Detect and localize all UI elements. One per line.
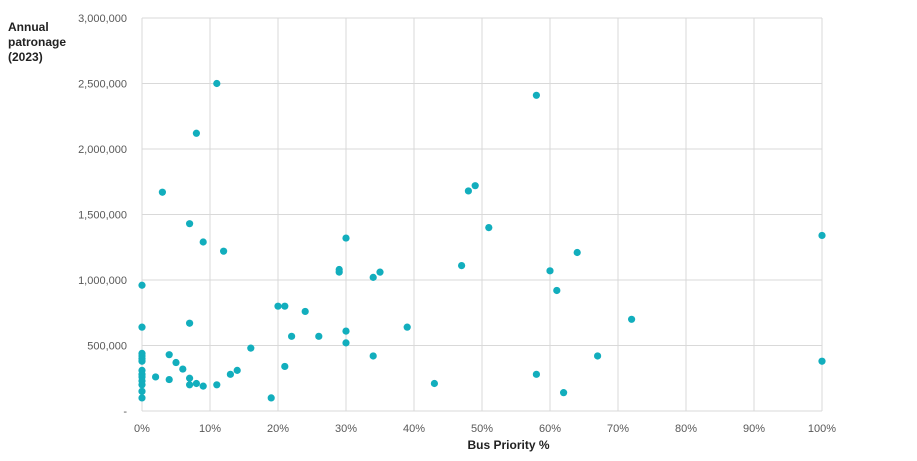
scatter-point: [226, 370, 234, 378]
scatter-point: [186, 381, 194, 389]
scatter-point: [158, 188, 166, 196]
y-tick-label: 2,000,000: [78, 144, 127, 156]
y-tick-label: 500,000: [87, 341, 127, 353]
scatter-point: [138, 281, 146, 289]
scatter-point: [369, 273, 377, 281]
x-tick-label: 20%: [267, 423, 289, 435]
x-tick-label: 60%: [539, 423, 561, 435]
scatter-point: [267, 394, 275, 402]
y-tick-label: -: [123, 406, 127, 418]
scatter-point: [179, 365, 187, 373]
scatter-point: [233, 366, 241, 374]
scatter-point: [560, 389, 568, 397]
scatter-point: [573, 248, 581, 257]
scatter-point: [281, 362, 289, 371]
scatter-point: [186, 220, 194, 228]
scatter-point: [553, 286, 561, 295]
scatter-point: [628, 315, 636, 323]
y-axis-title: Annual patronage (2023): [8, 20, 67, 64]
y-tick-label: 1,000,000: [78, 275, 127, 287]
scatter-point: [335, 268, 343, 276]
scatter-point: [213, 381, 221, 389]
scatter-point: [138, 387, 146, 395]
scatter-point: [152, 373, 160, 381]
scatter-point: [403, 323, 411, 331]
scatter-point: [342, 234, 350, 242]
x-tick-label: 0%: [134, 423, 150, 435]
scatter-point: [471, 182, 479, 190]
scatter-point: [281, 302, 289, 310]
scatter-point: [220, 247, 228, 255]
scatter-point: [818, 231, 826, 240]
scatter-point: [342, 327, 350, 335]
scatter-point: [818, 357, 826, 365]
y-tick-label: 3,000,000: [78, 13, 127, 25]
scatter-point: [532, 91, 541, 99]
scatter-point: [301, 307, 309, 316]
scatter-point: [138, 381, 146, 389]
scatter-point: [458, 261, 466, 270]
scatter-point: [594, 352, 602, 360]
scatter-point: [532, 370, 541, 378]
scatter-point: [186, 319, 194, 327]
scatter-point: [199, 382, 207, 390]
x-tick-label: 70%: [607, 423, 629, 435]
scatter-point: [138, 357, 146, 365]
scatter-point: [172, 358, 180, 367]
x-tick-label: 80%: [675, 423, 697, 435]
scatter-point: [485, 224, 493, 232]
scatter-point: [213, 79, 221, 88]
scatter-point: [138, 394, 146, 402]
scatter-point: [192, 129, 200, 137]
scatter-point: [138, 323, 146, 331]
x-tick-label: 90%: [743, 423, 765, 435]
scatter-point: [464, 187, 472, 195]
scatter-point: [274, 302, 282, 310]
scatter-point: [430, 379, 438, 388]
x-tick-label: 10%: [199, 423, 221, 435]
x-tick-label: 100%: [808, 423, 836, 435]
x-tick-label: 30%: [335, 423, 357, 435]
scatter-point: [546, 267, 554, 275]
y-tick-label: 1,500,000: [78, 210, 127, 222]
y-tick-label: 2,500,000: [78, 79, 127, 91]
scatter-point: [315, 332, 323, 340]
scatter-point: [186, 374, 194, 382]
scatter-point: [342, 339, 350, 347]
scatter-point: [247, 344, 255, 352]
scatter-point: [376, 268, 384, 276]
scatter-point: [192, 379, 200, 388]
scatter-point: [165, 375, 173, 384]
x-tick-label: 40%: [403, 423, 425, 435]
x-axis-title: Bus Priority %: [467, 438, 550, 452]
x-tick-label: 50%: [471, 423, 493, 435]
scatter-point: [369, 352, 377, 360]
scatter-point: [165, 351, 173, 359]
scatter-point: [288, 332, 296, 340]
scatter-point: [199, 238, 207, 246]
